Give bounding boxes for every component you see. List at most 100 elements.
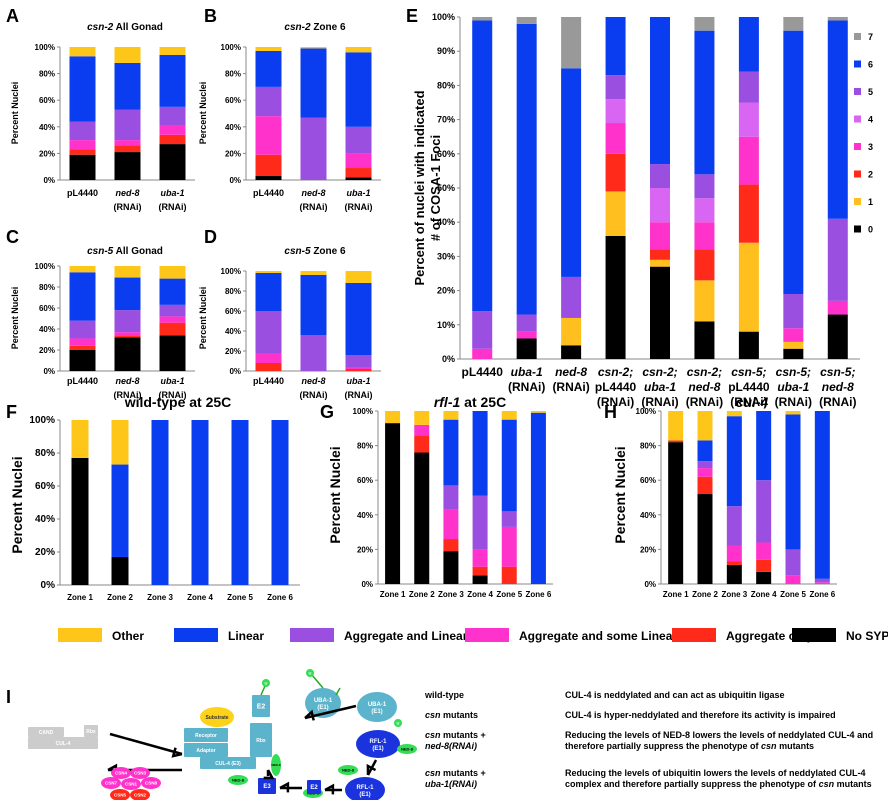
svg-text:CSN1: CSN1: [125, 782, 138, 787]
y-tick-label: 50%: [437, 183, 455, 193]
x-tick-label: (RNAi): [686, 395, 723, 409]
ned8-vertical: NED-8: [271, 754, 281, 776]
bar-segment-other: [159, 47, 186, 55]
bar-segment-linear: [191, 420, 209, 585]
x-tick-label: Zone 1: [663, 590, 689, 599]
arrow-uba1: [304, 704, 357, 721]
panel-letter-e: E: [406, 6, 418, 26]
x-tick-label: uba-1: [160, 188, 184, 198]
csn-subunit: CSN3: [130, 767, 150, 779]
bar-segment-aggregate-and-some-linear: [726, 545, 742, 562]
bar-segment-other: [114, 47, 141, 63]
bar-segment-6: [783, 30, 804, 295]
bar-segment-0: [516, 338, 537, 359]
bar-segment-7: [694, 17, 715, 31]
y-tick-label: 80%: [640, 442, 656, 451]
e2-bottom-block: E2: [307, 780, 321, 794]
x-tick-label: (RNAi): [159, 202, 187, 212]
svg-text:(E1): (E1): [359, 792, 370, 798]
bar-segment-aggregate-and-some-linear: [255, 353, 282, 363]
x-tick-label: ned-8: [301, 376, 325, 386]
x-tick-label: uba-1: [644, 380, 676, 394]
substrate-oval: Substrate: [200, 707, 234, 727]
chart-d: 0% 20% 40% 60% 80% 100% pL4440 ned-8 (RNAi) uba-1…: [198, 246, 381, 400]
bar-segment-other: [300, 271, 327, 275]
bar-segment-linear: [345, 52, 372, 127]
bar-segment-no-syp: [255, 176, 282, 180]
bar-segment-no-syp: [443, 551, 459, 584]
csn-subunit: CSN7: [101, 777, 121, 789]
bar-segment-linear: [726, 416, 742, 507]
bar-segment-5: [472, 311, 493, 349]
bar-segment-linear: [300, 48, 327, 118]
bar-segment-no-syp: [385, 423, 401, 584]
bar-segment-aggregate-and-some-linear: [69, 338, 96, 346]
legend-swatch: [290, 628, 334, 642]
bar-segment-6: [738, 17, 759, 72]
x-tick-label: csn-5;: [731, 365, 766, 379]
bar-segment-linear: [756, 411, 772, 481]
bar-segment-7: [827, 17, 848, 21]
bar-segment-linear: [255, 273, 282, 311]
y-tick-label: 0%: [442, 354, 455, 364]
bar-segment-aggregate-and-some-linear: [785, 575, 801, 584]
bar-segment-other: [71, 420, 89, 458]
svg-text:NED-8: NED-8: [271, 763, 280, 767]
bar-segment-6: [561, 68, 582, 277]
rfl1-ned8-oval: RFL-1(E1): [345, 777, 385, 800]
bar-segment-other: [785, 411, 801, 415]
bar-segment-other: [159, 266, 186, 279]
y-tick-label: 40%: [437, 217, 455, 227]
bar-segment-other: [385, 411, 401, 424]
svg-text:NED-8: NED-8: [401, 746, 414, 751]
x-tick-label: (RNAi): [730, 395, 767, 409]
bar-segment-0: [694, 321, 715, 359]
bar-segment-aggregate-and-linear: [501, 511, 517, 527]
bar-segment-no-syp: [159, 144, 186, 180]
bar-segment-aggregate-and-linear: [814, 578, 830, 583]
x-tick-label: (RNAi): [300, 202, 328, 212]
y-tick-label: 20%: [640, 545, 656, 554]
bar-segment-aggregate-and-linear: [69, 320, 96, 339]
bar-segment-other: [345, 271, 372, 283]
legend-swatch: [854, 88, 861, 95]
bar-segment-5: [561, 276, 582, 318]
y-axis-label: Percent Nuclei: [612, 446, 628, 543]
interpretation-condition: csn mutants + uba-1(RNAi): [425, 768, 486, 789]
bar-segment-5: [738, 71, 759, 103]
y-tick-label: 40%: [39, 325, 55, 334]
csn-subunit: CSN2: [130, 789, 150, 800]
bar-segment-linear: [159, 54, 186, 107]
bar-segment-linear: [300, 275, 327, 335]
svg-text:CAND: CAND: [39, 730, 54, 736]
x-tick-label: (RNAi): [300, 390, 328, 400]
legend-swatch: [465, 628, 509, 642]
legend-label: Linear: [228, 629, 264, 643]
svg-text:U: U: [309, 670, 312, 675]
x-tick-label: Zone 3: [721, 590, 747, 599]
x-tick-label: (RNAi): [819, 395, 856, 409]
bar-segment-no-syp: [472, 575, 488, 584]
cand-block: CAND: [28, 727, 64, 737]
adaptor-block: Adaptor: [184, 743, 228, 757]
bar-segment-1: [738, 242, 759, 332]
y-tick-label: 60%: [225, 96, 241, 105]
legend-label: 0: [868, 225, 873, 235]
bar-segment-linear: [151, 420, 169, 585]
x-tick-label: Zone 1: [380, 590, 406, 599]
y-tick-label: 80%: [437, 80, 455, 90]
legend-swatch: [58, 628, 102, 642]
bar-segment-other: [111, 420, 129, 465]
bar-segment-no-syp: [668, 442, 684, 584]
cul4-e3-block: CUL-4 (E3): [200, 757, 256, 769]
x-tick-label: ned-8: [822, 380, 854, 394]
ned8-oval: NED-8: [338, 765, 358, 775]
bar-segment-no-syp: [414, 452, 430, 584]
y-tick-label: 60%: [225, 307, 241, 316]
x-tick-label: ned-8: [301, 188, 325, 198]
x-tick-label: (RNAi): [345, 202, 373, 212]
bar-segment-3: [783, 328, 804, 342]
legend-foci: 7 6 5 4 3 2 1 0: [854, 32, 873, 235]
svg-text:U: U: [265, 680, 268, 685]
y-tick-label: 80%: [225, 70, 241, 79]
